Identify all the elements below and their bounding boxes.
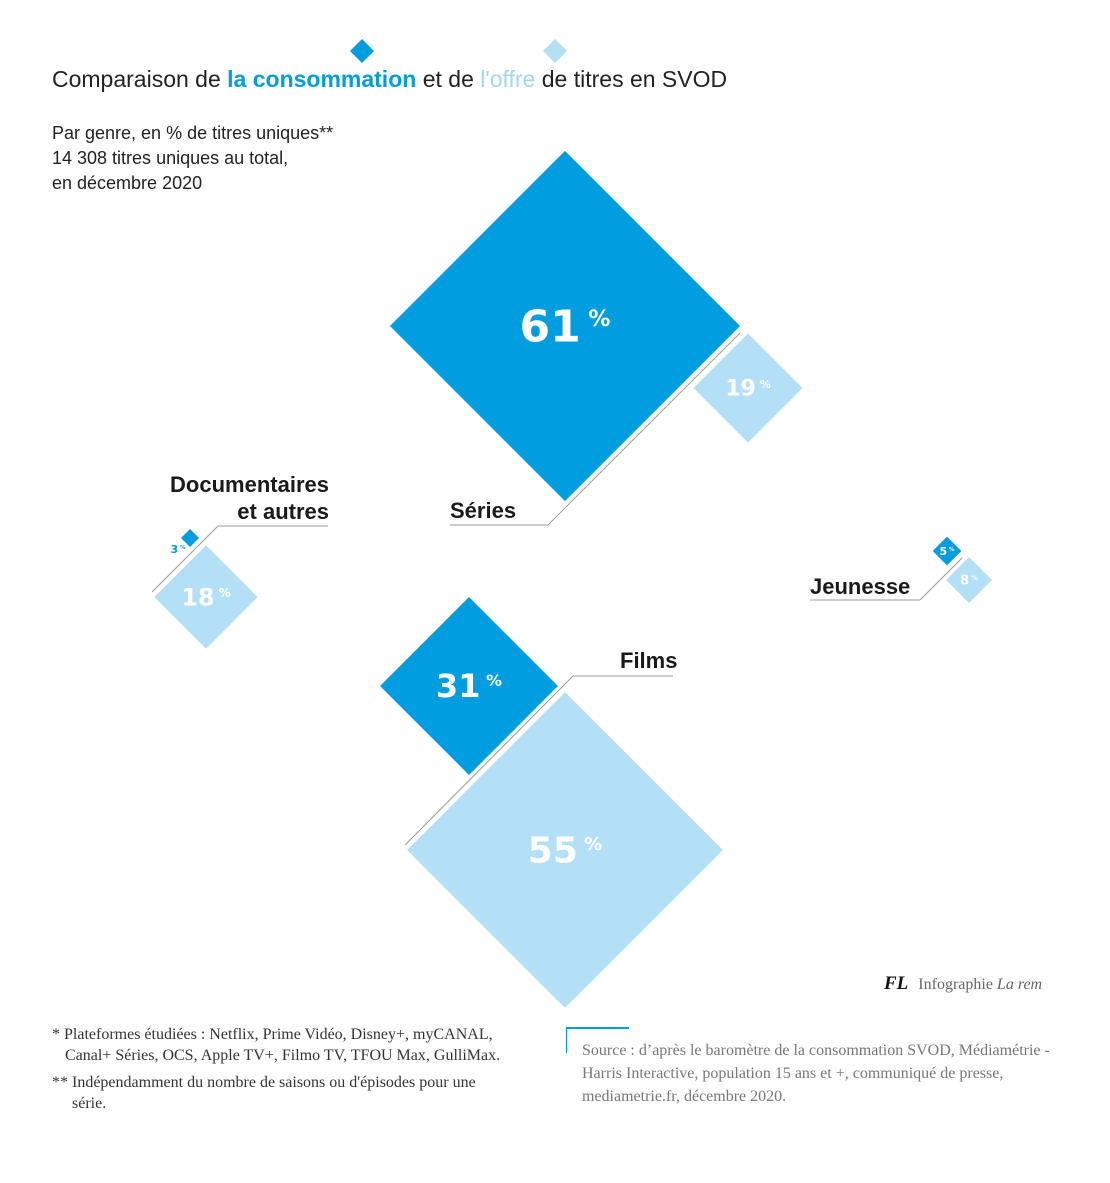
source-text: Source : d’après le baromètre de la cons…: [582, 1042, 1050, 1105]
leader-line: [450, 332, 741, 526]
value-label-offer: 55 %: [528, 831, 602, 872]
value-label-offer: 8 %: [960, 574, 978, 589]
value-label-offer: 18 %: [181, 583, 231, 611]
footnote-platforms: * Plateformes étudiées : Netflix, Prime …: [52, 1026, 501, 1064]
diamond-offer: [946, 557, 992, 603]
value-label-consumption: 3 %: [170, 543, 186, 556]
footnotes: * Plateformes étudiées : Netflix, Prime …: [52, 1024, 512, 1114]
leader-line: [919, 557, 963, 601]
subtitle-line: en décembre 2020: [52, 173, 203, 193]
source-bracket: [566, 1027, 629, 1053]
category-label: Séries: [450, 498, 516, 523]
diamond-offer: [693, 333, 803, 443]
leader-line: [151, 525, 328, 593]
diamond-offer: [407, 692, 723, 1008]
title-consumption: la consommation: [227, 66, 417, 92]
category-s-ries: 61 % 19 % Séries: [389, 150, 803, 526]
legend-diamond-offer-icon: [543, 39, 567, 63]
credit-initials: FL: [884, 973, 909, 994]
category-label: et autres: [237, 499, 329, 524]
diamond-consumption: [380, 597, 558, 775]
diamond-consumption: [389, 150, 741, 502]
category-label: Jeunesse: [810, 574, 910, 599]
diamond-offer: [154, 545, 258, 649]
category-films: 31 % 55 % Films: [380, 597, 723, 1008]
category-label: Documentaires: [170, 472, 329, 497]
credit: FL Infographie La rem: [884, 973, 1042, 995]
value-label-consumption: 61 %: [520, 301, 611, 352]
footnote-unique-titles: ** Indépendamment du nombre de saisons o…: [52, 1074, 476, 1112]
diamond-consumption: [181, 529, 199, 547]
value-label-consumption: 31 %: [436, 667, 502, 705]
legend-diamond-consumption-icon: [350, 39, 374, 63]
category-jeunesse: 5 % 8 % Jeunesse: [810, 536, 992, 603]
credit-publication: La rem: [996, 976, 1043, 993]
credit-text: Infographie: [918, 976, 997, 993]
category-label: Films: [620, 648, 677, 673]
chart-subtitle: Par genre, en % de titres uniques** 14 3…: [52, 121, 333, 196]
title-offer: l'offre: [480, 66, 536, 92]
value-label-offer: 19 %: [725, 377, 770, 402]
subtitle-line: Par genre, en % de titres uniques**: [52, 123, 334, 143]
chart-title: Comparaison de la consommation et de l'o…: [52, 66, 728, 92]
subtitle-line: 14 308 titres uniques au total,: [52, 148, 289, 168]
diamond-consumption: [932, 536, 962, 566]
value-label-consumption: 5 %: [939, 545, 955, 558]
leader-line: [404, 675, 673, 846]
